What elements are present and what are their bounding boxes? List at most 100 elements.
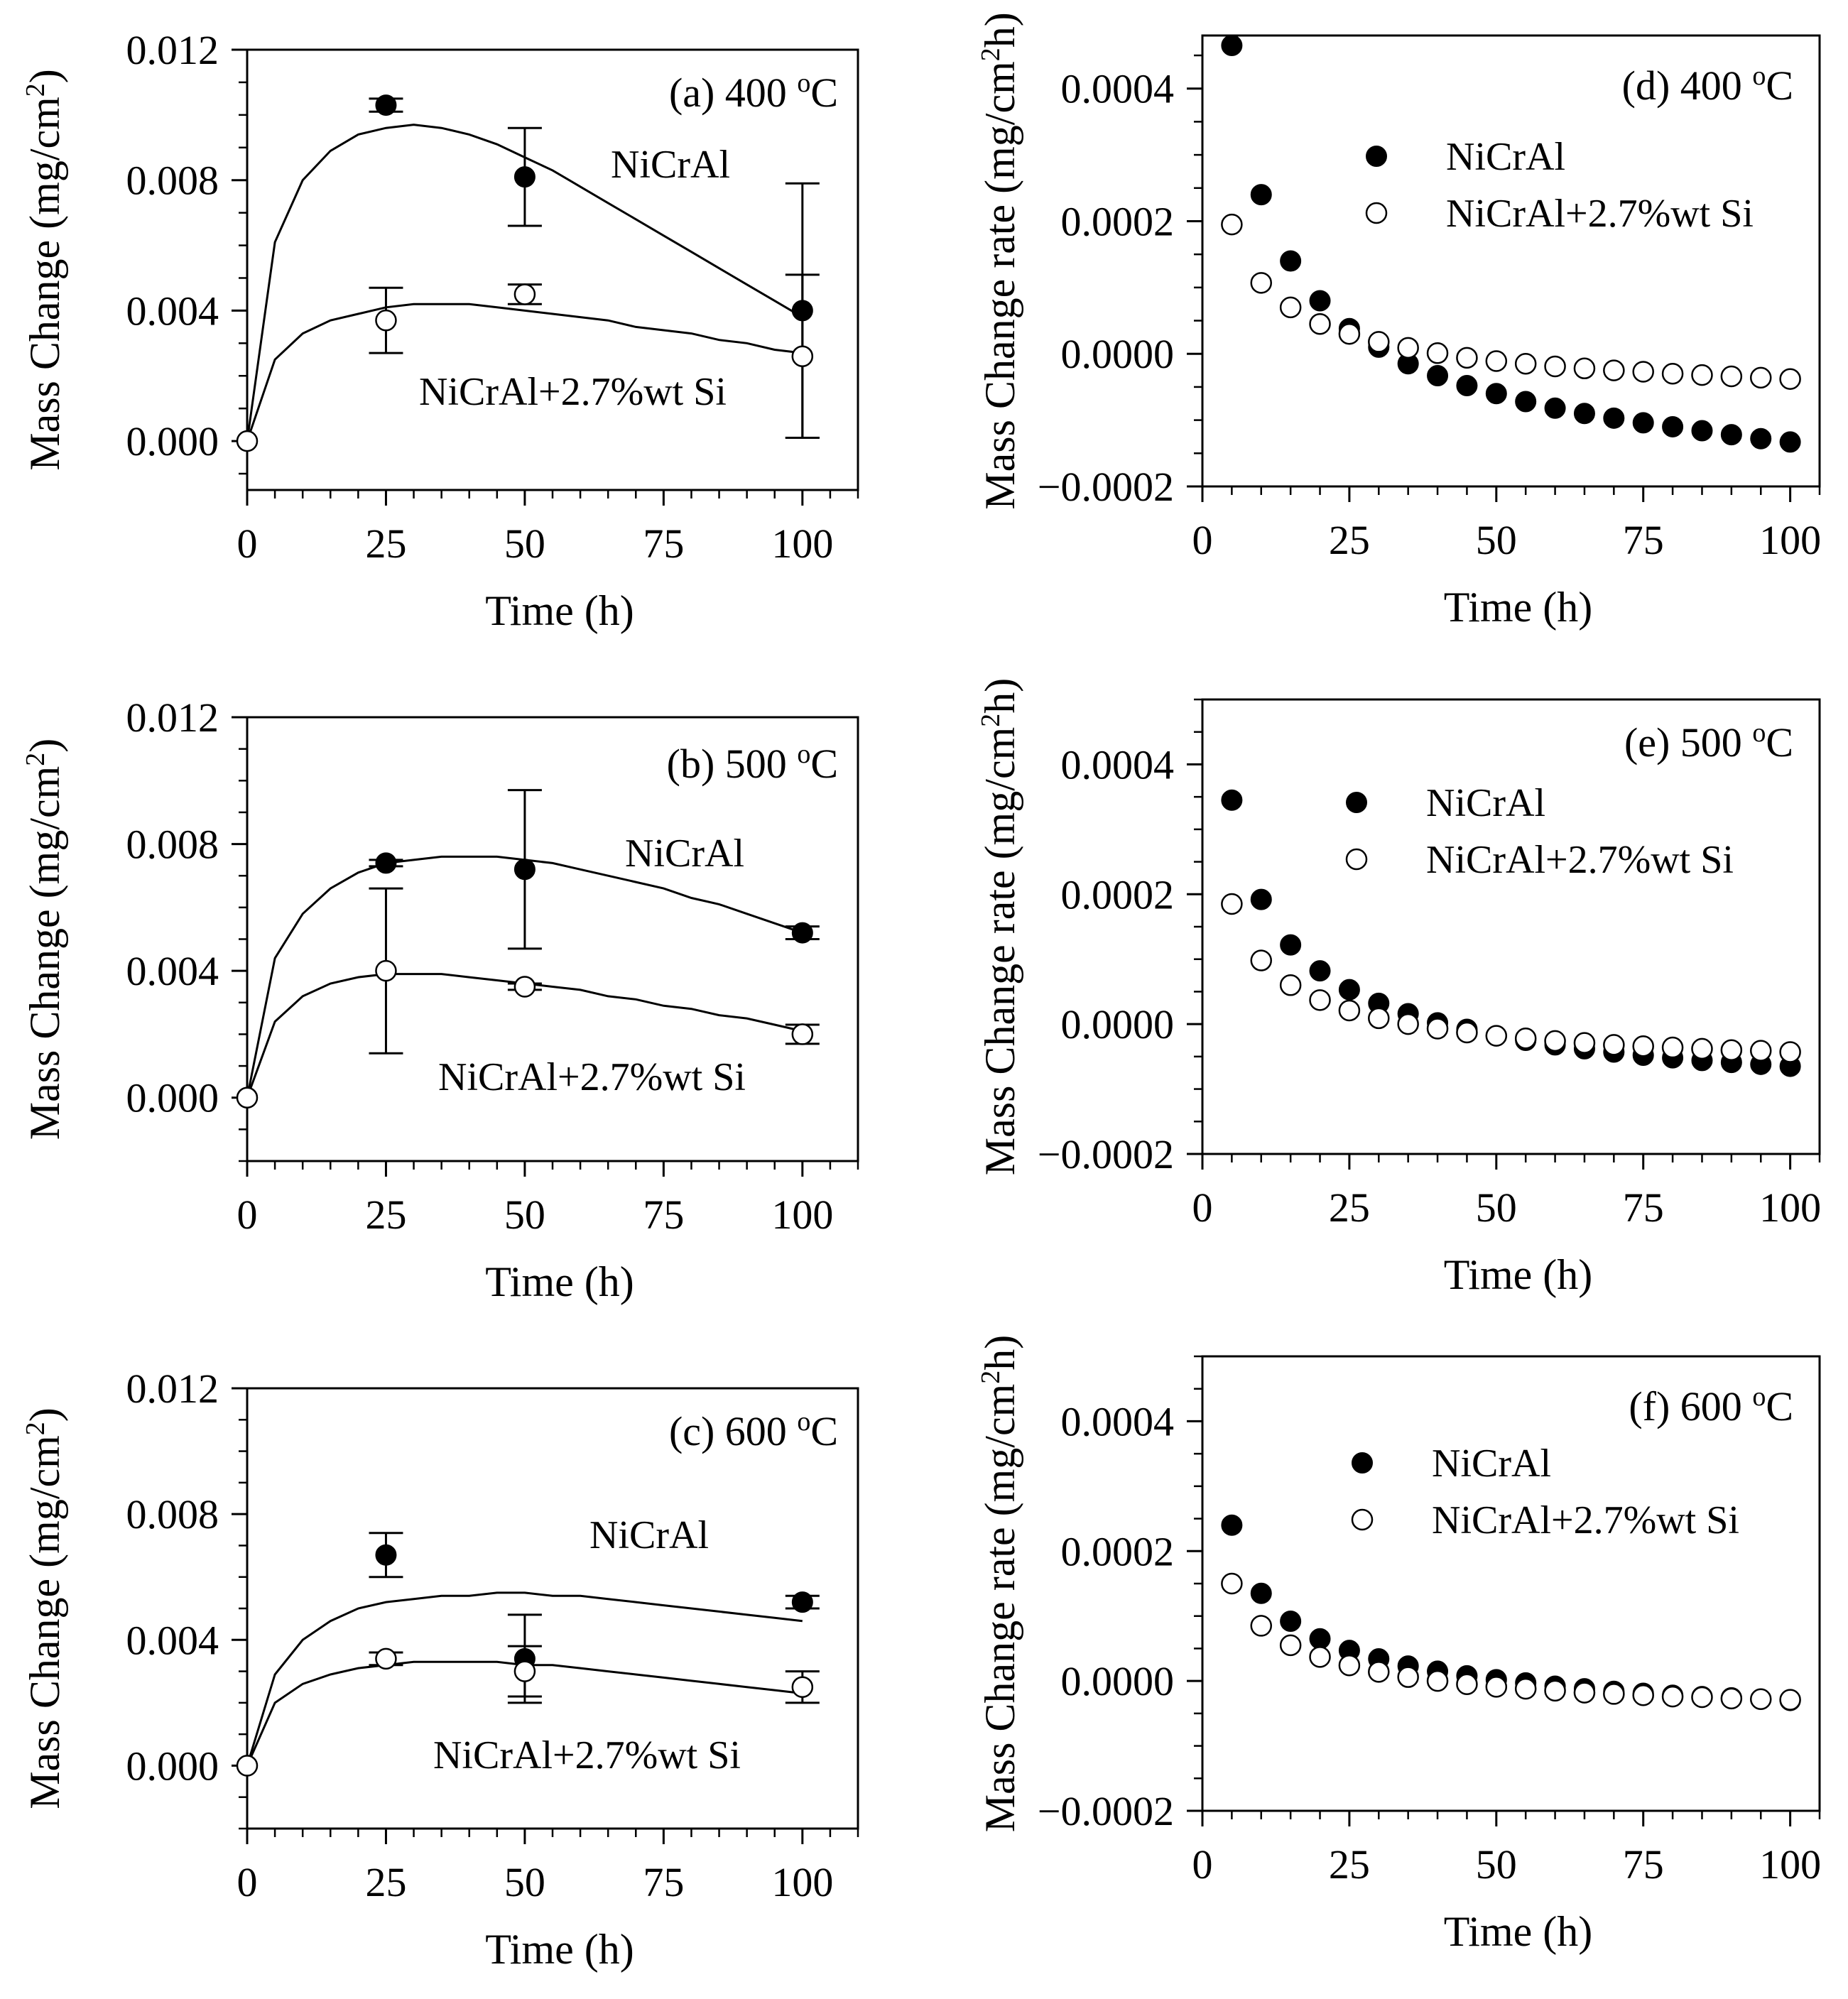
panel-title-main: (a) 400 [669,70,797,116]
data-point-open [1309,989,1331,1011]
data-point-open [1779,368,1801,390]
data-point-open [375,1647,397,1670]
data-point-open [1456,1673,1478,1695]
data-point-filled [791,922,813,944]
data-point-filled [791,1591,813,1613]
data-point-open [1309,1646,1331,1668]
x-tick-label: 75 [643,521,684,567]
plot-frame [1201,698,1821,1155]
data-point-filled [375,1544,397,1566]
data-point-open [1573,1032,1596,1054]
panel-title-unit: C [1766,62,1793,109]
series-nicral [237,1532,820,1777]
panel-title-degree: o [1752,1382,1766,1412]
panel-title-unit: C [1766,1383,1793,1429]
data-point-open [375,309,397,332]
y-tick-label: 0.0002 [1061,871,1175,917]
y-axis-title: Mass Change rate (mg/cm2h) [976,1335,1023,1832]
y-tick-label: 0.000 [126,1075,219,1121]
data-point-open [1338,1654,1361,1677]
data-point-open [1338,322,1361,345]
y-tick-label: 0.004 [126,948,219,994]
data-point-open [1661,1036,1684,1059]
data-point-open [236,430,259,452]
data-point-filled [513,166,536,188]
y-tick-label: 0.008 [126,158,219,204]
y-axis-title: Mass Change (mg/cm2) [21,739,68,1140]
curve-label: NiCrAl [625,832,744,876]
data-point-filled [1221,1514,1243,1536]
x-tick-label: 0 [1192,1841,1213,1888]
y-axis-title-end: ) [21,739,68,753]
panel-title: (e) 500 oC [1624,718,1793,766]
data-point-open [1661,1685,1684,1708]
y-axis-title-end: h) [977,678,1023,714]
x-tick-label: 75 [643,1192,684,1238]
y-axis-title-main: Mass Change (mg/cm [21,97,68,471]
y-tick-label: 0.004 [126,1617,219,1663]
x-axis-title: Time (h) [485,587,634,634]
data-point-filled [1280,1611,1302,1633]
data-point-filled [1515,391,1537,413]
data-point-filled [1662,415,1684,437]
y-tick-label: 0.008 [126,1491,219,1537]
data-point-open [1485,350,1508,372]
data-point-filled [1691,420,1713,442]
y-axis-title: Mass Change rate (mg/cm2h) [976,678,1023,1175]
data-point-open [1368,1007,1390,1030]
y-axis-title-end: h) [977,1335,1023,1371]
x-tick-label: 50 [504,521,545,567]
data-point-filled [1456,375,1478,397]
x-tick-label: 25 [365,521,406,567]
legend-marker-filled [1346,792,1367,813]
plot-frame [246,48,859,491]
data-point-open [1632,1684,1654,1706]
legend-marker-open [1351,1508,1374,1531]
data-point-open [1426,1018,1449,1040]
x-tick-label: 50 [504,1859,545,1905]
x-tick-label: 75 [1623,517,1664,563]
data-point-filled [1632,412,1654,434]
legend-marker-open [1345,848,1368,871]
data-point-open [1250,272,1273,294]
series-nicral-si [1221,1572,1801,1711]
x-tick-label: 0 [237,521,258,567]
data-point-filled [1250,1582,1272,1604]
data-point-filled [1338,979,1360,1001]
data-point-open [236,1755,259,1777]
data-point-open [1544,1030,1566,1052]
series-nicral-si [1221,213,1801,390]
panel-title-main: (d) 400 [1622,62,1753,109]
y-axis-title-sup: 2 [976,1371,1006,1384]
y-tick-label: 0.0004 [1061,66,1175,112]
fit-curve [246,303,803,442]
panel-title-degree: o [797,68,810,98]
data-point-filled [1603,407,1625,429]
data-point-open [1426,1670,1449,1692]
x-tick-label: 50 [1476,1841,1517,1888]
curve-label: NiCrAl+2.7%wt Si [438,1055,746,1099]
data-point-filled [1250,888,1272,910]
data-point-open [1603,359,1625,381]
y-tick-label: 0.0004 [1061,1398,1175,1444]
panel-title-degree: o [1752,61,1766,91]
y-tick-label: 0.0000 [1061,1658,1175,1704]
y-tick-label: 0.012 [126,27,219,73]
data-point-open [1544,1679,1566,1702]
y-axis-title-main: Mass Change (mg/cm [21,1435,68,1809]
curve-label: NiCrAl [611,143,730,187]
panel-e: 0 25 50 75 100 −0.0002 0.0000 0.0002 0.0004 Time … [976,678,1821,1298]
fit-curve [246,1591,803,1766]
y-axis-title: Mass Change (mg/cm2) [21,69,68,471]
data-point-filled [513,859,536,881]
panel-title-unit: C [810,741,838,787]
legend: NiCrAl NiCrAl+2.7%wt Si [1365,135,1754,236]
data-point-open [1397,1013,1419,1035]
panel-title: (d) 400 oC [1622,61,1793,109]
data-point-open [791,1676,814,1698]
legend-label: NiCrAl+2.7%wt Si [1426,838,1734,882]
data-point-open [375,959,397,982]
data-point-open [1573,357,1596,380]
data-point-filled [1309,290,1331,312]
data-point-open [1514,1677,1537,1700]
